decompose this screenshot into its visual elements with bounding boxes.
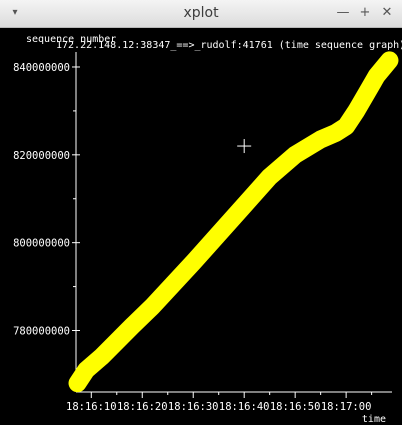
data-point bbox=[99, 355, 103, 359]
x-tick-label: 18:16:10 bbox=[66, 401, 117, 413]
y-axis-label: sequence number bbox=[26, 34, 116, 45]
chart-title: 172.22.148.12:38347_==>_rudolf:41761 (ti… bbox=[56, 40, 402, 51]
segment-mark bbox=[315, 128, 327, 142]
data-point bbox=[76, 381, 80, 385]
segment-mark bbox=[291, 142, 303, 156]
segment-mark bbox=[300, 137, 312, 151]
segment-mark bbox=[283, 149, 295, 162]
window-menu-icon[interactable]: ▾ bbox=[12, 7, 18, 18]
data-point bbox=[334, 131, 338, 135]
data-point bbox=[217, 232, 221, 236]
minimize-icon[interactable]: — bbox=[336, 5, 350, 20]
data-point bbox=[344, 124, 348, 128]
x-tick-label: 18:16:30 bbox=[168, 401, 219, 413]
data-point bbox=[115, 339, 119, 343]
window-title: xplot bbox=[183, 5, 219, 21]
data-point bbox=[130, 324, 134, 328]
segment-mark bbox=[287, 145, 299, 159]
time-sequence-graph[interactable]: 780000000 800000000 820000000 840000000 18:1… bbox=[0, 28, 402, 425]
sequence-band bbox=[68, 51, 399, 393]
segment-mark bbox=[323, 125, 335, 139]
x-tick-label: 18:17:00 bbox=[321, 401, 372, 413]
segment-mark bbox=[313, 129, 325, 143]
x-tick-label: 18:16:20 bbox=[117, 401, 168, 413]
y-tick-label: 840000000 bbox=[13, 62, 70, 74]
x-tick-label: 18:16:50 bbox=[270, 401, 321, 413]
y-tick-label: 820000000 bbox=[13, 150, 70, 162]
data-point bbox=[319, 137, 323, 141]
segment-mark bbox=[270, 159, 282, 173]
data-point bbox=[84, 368, 88, 372]
segment-mark bbox=[274, 156, 286, 170]
segment-mark bbox=[320, 126, 332, 140]
segment-mark bbox=[325, 124, 337, 138]
data-point bbox=[293, 153, 297, 157]
segment-mark bbox=[279, 152, 291, 166]
data-point bbox=[354, 109, 358, 113]
close-icon[interactable]: ✕ bbox=[381, 5, 393, 20]
segment-mark bbox=[262, 167, 274, 181]
title-bar[interactable]: ▾ xplot — + ✕ bbox=[0, 0, 402, 28]
data-point bbox=[268, 175, 272, 179]
segment-mark bbox=[266, 163, 278, 177]
y-tick-label: 780000000 bbox=[13, 326, 70, 338]
segment-mark bbox=[308, 132, 320, 146]
maximize-icon[interactable]: + bbox=[359, 5, 371, 20]
y-tick-label: 800000000 bbox=[13, 238, 70, 250]
segment-mark bbox=[296, 140, 308, 154]
data-point bbox=[375, 74, 379, 78]
data-point bbox=[191, 260, 195, 264]
data-point bbox=[150, 304, 154, 308]
segment-mark bbox=[379, 53, 391, 67]
data-point bbox=[171, 282, 175, 286]
x-tick-label: 18:16:40 bbox=[219, 401, 270, 413]
data-point bbox=[365, 91, 369, 95]
data-point bbox=[387, 58, 391, 62]
segment-mark bbox=[304, 135, 316, 149]
data-point bbox=[242, 203, 246, 207]
x-axis-label: time bbox=[362, 414, 386, 425]
